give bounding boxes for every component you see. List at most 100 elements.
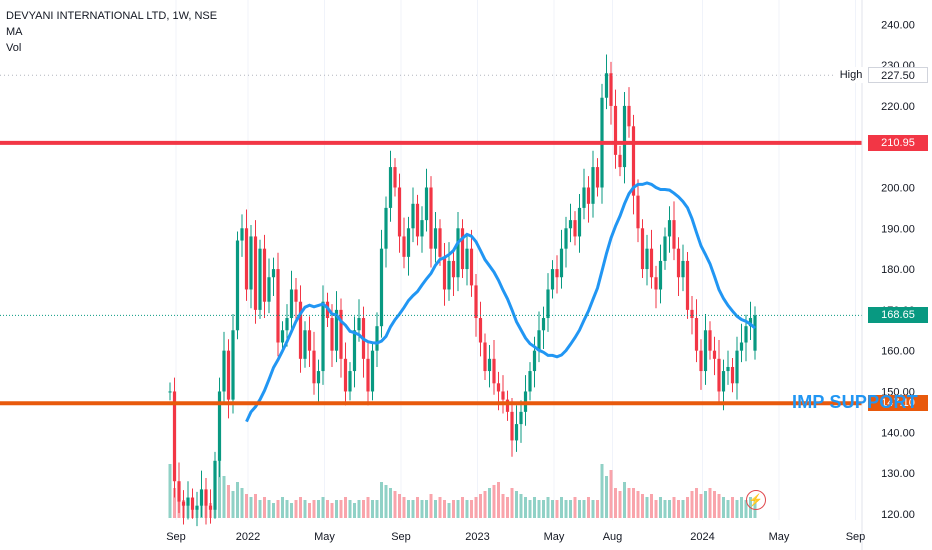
volume-bar bbox=[227, 485, 230, 518]
volume-bar bbox=[474, 497, 478, 518]
volume-bar bbox=[285, 500, 289, 518]
volume-bar bbox=[267, 500, 271, 518]
candle-body bbox=[433, 228, 438, 249]
volume-bar bbox=[402, 497, 406, 518]
volume-bar bbox=[249, 497, 253, 518]
candle-body bbox=[172, 391, 177, 482]
candle-body bbox=[735, 350, 739, 384]
volume-bar bbox=[609, 470, 613, 518]
candle-body bbox=[226, 350, 231, 400]
candle-body bbox=[375, 326, 379, 351]
volume-bar bbox=[690, 491, 694, 518]
candle-body bbox=[474, 285, 478, 319]
volume-bar bbox=[569, 500, 572, 518]
candle-body bbox=[685, 260, 690, 310]
candle-body bbox=[343, 358, 348, 392]
candle-body bbox=[577, 207, 582, 237]
volume-bar bbox=[452, 500, 455, 518]
volume-bar bbox=[384, 485, 388, 518]
candle-body bbox=[645, 248, 649, 270]
volume-bar bbox=[411, 500, 415, 518]
candle-body bbox=[658, 260, 663, 290]
candle-body bbox=[717, 358, 721, 392]
candle-body bbox=[298, 301, 303, 359]
volume-bar bbox=[560, 497, 563, 518]
candle-body bbox=[703, 330, 708, 372]
candle-body bbox=[429, 187, 433, 249]
candle-body bbox=[667, 220, 672, 237]
volume-bar bbox=[231, 491, 235, 518]
candle-body bbox=[213, 460, 217, 510]
candle-body bbox=[753, 315, 757, 351]
price-tick-label: 240.00 bbox=[881, 19, 915, 31]
volume-bar bbox=[506, 497, 509, 518]
candle-body bbox=[294, 289, 298, 302]
volume-bar bbox=[407, 500, 410, 518]
candle-body bbox=[739, 342, 744, 351]
volume-bar bbox=[731, 497, 734, 518]
price-tick-label: 120.00 bbox=[881, 509, 915, 521]
volume-bar bbox=[488, 488, 491, 518]
time-tick-label: 2023 bbox=[465, 531, 489, 543]
time-tick-label: May bbox=[314, 531, 335, 543]
volume-bar bbox=[524, 497, 527, 518]
candle-body bbox=[469, 248, 474, 286]
candle-body bbox=[334, 309, 339, 351]
ma-indicator-label[interactable]: MA bbox=[6, 26, 23, 38]
candle-body bbox=[568, 220, 573, 229]
price-tick-label: 220.00 bbox=[881, 101, 915, 113]
volume-bar bbox=[659, 497, 662, 518]
volume-bar bbox=[321, 497, 325, 518]
volume-bar bbox=[708, 488, 712, 518]
candle-body bbox=[316, 371, 321, 384]
support-annotation: IMP SUPPORT bbox=[792, 392, 918, 413]
volume-bar bbox=[470, 500, 473, 518]
volume-bar bbox=[416, 497, 419, 518]
candle-body bbox=[195, 505, 199, 510]
candle-body bbox=[177, 481, 181, 502]
candle-body bbox=[699, 350, 703, 372]
volume-bar bbox=[695, 488, 698, 518]
candle-body bbox=[573, 220, 577, 237]
candle-body bbox=[420, 220, 424, 237]
candle-body bbox=[582, 187, 586, 208]
lightning-icon[interactable]: ⚡ bbox=[745, 490, 766, 510]
volume-bar bbox=[627, 488, 631, 518]
candle-body bbox=[258, 248, 262, 310]
volume-bar bbox=[645, 497, 649, 518]
candle-body bbox=[393, 167, 397, 188]
candle-body bbox=[748, 318, 753, 327]
volume-bar bbox=[578, 500, 581, 518]
candle-body bbox=[636, 195, 640, 229]
volume-bar bbox=[245, 494, 248, 518]
candle-body bbox=[370, 350, 375, 392]
volume-bar bbox=[573, 497, 577, 518]
price-tick-label: 180.00 bbox=[881, 264, 915, 276]
volume-bar bbox=[632, 488, 635, 518]
volume-bar bbox=[434, 500, 437, 518]
candle-body bbox=[541, 318, 546, 331]
volume-bar bbox=[254, 494, 257, 518]
candle-body bbox=[190, 497, 195, 510]
candle-body bbox=[307, 330, 312, 351]
volume-bar bbox=[335, 500, 338, 518]
candle-body bbox=[532, 350, 537, 372]
candle-body bbox=[384, 207, 388, 249]
volume-bar bbox=[362, 500, 365, 518]
volume-bar bbox=[168, 464, 172, 518]
volume-bar bbox=[465, 500, 469, 518]
volume-bar bbox=[443, 500, 446, 518]
candle-body bbox=[510, 411, 514, 441]
candle-body bbox=[690, 309, 694, 319]
candle-body bbox=[289, 289, 294, 319]
volume-bar bbox=[456, 500, 460, 518]
candle-body bbox=[460, 228, 465, 270]
volume-bar bbox=[258, 500, 262, 518]
time-tick-label: Aug bbox=[603, 531, 623, 543]
volume-bar bbox=[290, 503, 293, 518]
volume-indicator-label[interactable]: Vol bbox=[6, 42, 22, 54]
volume-bar bbox=[735, 500, 739, 518]
candle-body bbox=[654, 277, 658, 290]
symbol-title: DEVYANI INTERNATIONAL LTD, 1W, NSE bbox=[6, 10, 218, 22]
